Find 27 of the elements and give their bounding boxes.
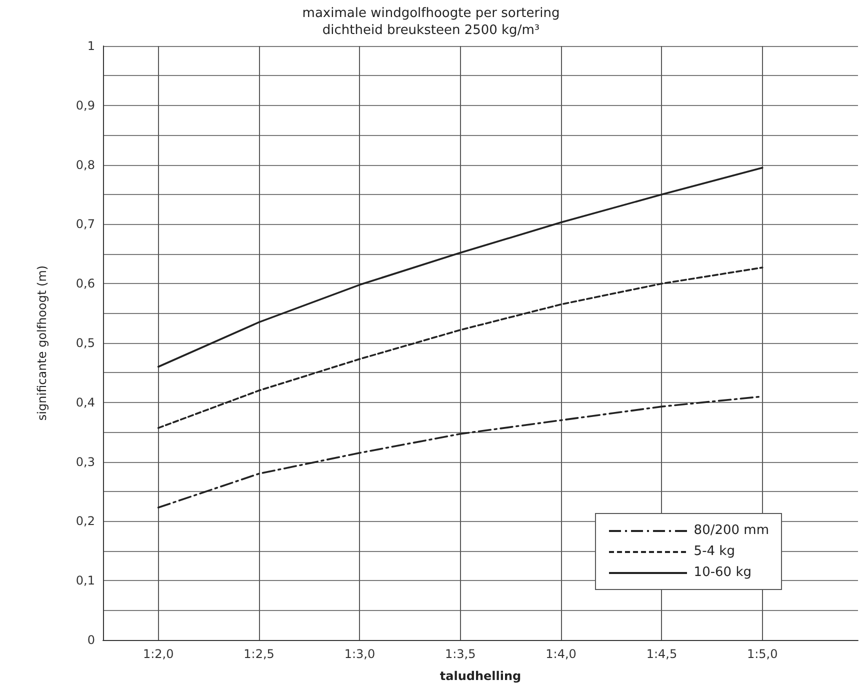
y-tick-label: 0,9 <box>76 98 95 112</box>
legend-label: 5-4 kg <box>694 544 735 559</box>
line-series <box>157 166 764 368</box>
chart-title: maximale windgolfhoogte per sortering <box>302 6 560 21</box>
y-tick-label: 0,7 <box>76 217 95 232</box>
y-axis-title: significante golfhoogt (m) <box>35 265 49 421</box>
y-tick-label: 0,1 <box>76 574 95 588</box>
y-tick-label: 0,4 <box>76 395 95 410</box>
legend-label: 80/200 mm <box>694 523 769 538</box>
y-tick-label: 0,6 <box>76 276 95 291</box>
y-tick-label: 0 <box>87 633 95 647</box>
x-tick-label: 1:5,0 <box>746 647 778 661</box>
chart-subtitle: dichtheid breuksteen 2500 kg/m³ <box>322 23 540 38</box>
x-tick-label: 1:3,0 <box>344 647 376 661</box>
legend-label: 10-60 kg <box>694 565 752 580</box>
y-tick-label: 0,5 <box>76 336 95 350</box>
y-tick-label: 1 <box>87 39 95 53</box>
x-tick-label: 1:4,0 <box>546 647 576 661</box>
x-tick-label: 1:2,0 <box>142 647 174 661</box>
x-axis-title: taludhelling <box>440 669 522 683</box>
x-tick-label: 1:2,5 <box>244 647 274 661</box>
y-tick-label: 0,8 <box>76 158 95 172</box>
y-tick-label: 0,3 <box>76 454 95 469</box>
x-tick-label: 1:4,5 <box>646 647 678 661</box>
x-tick-label: 1:3,5 <box>444 647 476 661</box>
line-series <box>157 266 764 429</box>
y-tick-label: 0,2 <box>76 514 95 528</box>
